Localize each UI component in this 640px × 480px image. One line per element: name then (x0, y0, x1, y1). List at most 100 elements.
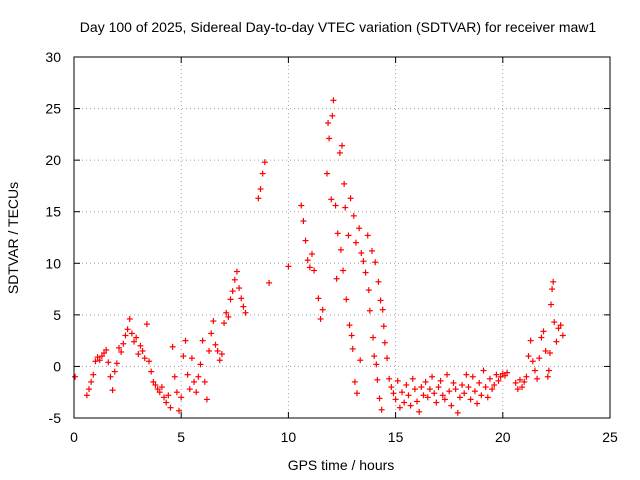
data-point (454, 409, 461, 416)
data-point (433, 399, 440, 406)
data-point (380, 323, 387, 330)
data-point (146, 358, 153, 365)
data-point (328, 196, 335, 203)
data-point (88, 378, 95, 385)
data-point (298, 202, 305, 209)
data-point (156, 389, 163, 396)
data-point (450, 379, 457, 386)
data-point (523, 373, 530, 380)
data-point (96, 357, 103, 364)
x-tick-label: 20 (495, 429, 511, 445)
data-point (399, 389, 406, 396)
data-point (362, 269, 369, 276)
data-point (261, 159, 268, 166)
data-point (474, 400, 481, 407)
data-point (233, 268, 240, 275)
data-point (444, 371, 451, 378)
data-point (339, 142, 345, 149)
data-point (424, 394, 431, 401)
data-point (527, 337, 534, 344)
data-point (372, 259, 379, 266)
data-point (238, 295, 245, 302)
data-point (401, 399, 408, 406)
data-point (559, 332, 566, 339)
data-point (435, 384, 442, 391)
data-point (504, 369, 511, 376)
data-point (551, 319, 558, 326)
data-point (94, 354, 101, 361)
data-points (72, 97, 566, 416)
data-point (347, 195, 354, 202)
data-point (141, 355, 148, 362)
data-point (549, 286, 556, 293)
data-point (103, 346, 110, 353)
data-point (448, 402, 455, 409)
x-tick-label: 5 (177, 429, 185, 445)
data-point (456, 394, 463, 401)
data-point (184, 371, 191, 378)
data-point (467, 396, 474, 403)
data-point (356, 225, 363, 232)
data-point (107, 373, 114, 380)
data-point (544, 373, 551, 380)
data-point (171, 373, 178, 380)
data-point (377, 297, 384, 304)
data-point (358, 249, 365, 256)
data-point (491, 381, 498, 388)
data-point (461, 390, 468, 397)
y-tick-label: 5 (53, 307, 61, 323)
data-point (540, 328, 547, 335)
data-point (218, 351, 225, 358)
data-point (350, 212, 357, 219)
data-point (98, 353, 105, 360)
y-tick-label: 0 (53, 358, 61, 374)
data-point (137, 342, 144, 349)
data-point (227, 296, 234, 303)
data-point (111, 368, 118, 375)
data-point (476, 379, 483, 386)
data-point (409, 375, 416, 382)
data-point (516, 376, 523, 383)
data-point (378, 406, 385, 413)
plot-frame (73, 56, 611, 419)
data-point (208, 330, 215, 337)
data-point (231, 276, 238, 283)
data-point (557, 322, 564, 329)
data-point (323, 170, 330, 177)
y-tick-label: 15 (45, 204, 61, 220)
data-point (225, 313, 232, 320)
data-point (351, 378, 358, 385)
data-point (538, 334, 545, 341)
data-point (375, 278, 382, 285)
data-point (148, 368, 155, 375)
data-point (229, 288, 236, 295)
data-point (105, 359, 112, 366)
data-point (441, 396, 448, 403)
x-tick-label: 25 (602, 429, 618, 445)
data-point (113, 360, 120, 367)
data-point (478, 392, 485, 399)
y-tick-label: 10 (45, 255, 61, 271)
data-point (259, 170, 266, 177)
data-point (193, 389, 200, 396)
data-point (178, 394, 185, 401)
data-point (131, 338, 138, 345)
data-point (418, 384, 425, 391)
data-point (429, 373, 436, 380)
data-point (534, 375, 541, 382)
data-point (370, 334, 377, 341)
data-point (191, 378, 198, 385)
data-point (365, 287, 372, 294)
data-point (354, 390, 361, 397)
data-point (180, 353, 187, 360)
data-point (422, 378, 429, 385)
data-point (437, 377, 444, 384)
data-point (501, 372, 508, 379)
data-point (150, 378, 157, 385)
data-point (514, 386, 521, 393)
data-point (163, 399, 170, 406)
data-point (124, 326, 131, 333)
data-point (529, 358, 536, 365)
